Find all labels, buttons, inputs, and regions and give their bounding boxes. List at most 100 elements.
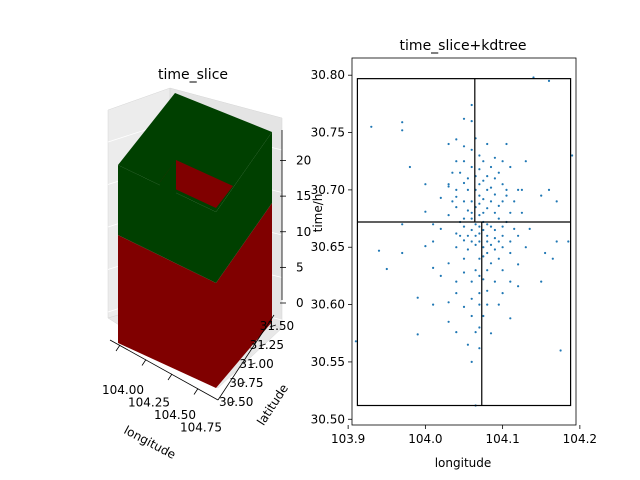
scatter-point bbox=[370, 125, 373, 128]
bar-top-face bbox=[118, 93, 272, 212]
scatter-point bbox=[470, 360, 473, 363]
scatter-point bbox=[455, 188, 458, 191]
x-axis-line bbox=[109, 339, 219, 401]
y-tick-label: 30.75 bbox=[311, 126, 345, 140]
scatter-point bbox=[571, 154, 574, 157]
scatter-point bbox=[478, 194, 481, 197]
scatter-point bbox=[497, 217, 500, 220]
y-tick-mark bbox=[259, 343, 266, 347]
z-tick-label: 10 bbox=[296, 225, 311, 239]
scatter-point bbox=[470, 211, 473, 214]
bar-upper-left-face bbox=[118, 165, 216, 283]
scatter-point bbox=[497, 303, 500, 306]
scatter-point bbox=[489, 262, 493, 265]
scatter-point bbox=[567, 240, 570, 243]
scatter-point bbox=[493, 193, 496, 196]
scatter-point bbox=[462, 217, 466, 220]
scatter-point bbox=[517, 263, 520, 266]
scatter-point bbox=[470, 280, 473, 283]
kdtree-outer-box bbox=[356, 78, 572, 407]
scatter-point bbox=[462, 239, 466, 242]
scatter-point bbox=[486, 289, 489, 292]
y-tick-label: 30.65 bbox=[311, 240, 345, 254]
scatter-point bbox=[462, 181, 466, 185]
scatter-point bbox=[474, 269, 477, 272]
scatter-point bbox=[439, 196, 442, 199]
scatter-point bbox=[493, 280, 496, 283]
x-tick-label: 104.0 bbox=[408, 432, 442, 446]
z-ticks-3d: 0 5 10 15 20 bbox=[280, 154, 311, 310]
bar-lower-right-face bbox=[216, 203, 272, 388]
scatter-point bbox=[401, 129, 404, 132]
scatter-point bbox=[486, 188, 489, 191]
scatter-point bbox=[540, 194, 543, 197]
x-tick-mark bbox=[193, 388, 199, 395]
scatter-point bbox=[505, 194, 508, 197]
scatter-point bbox=[486, 142, 489, 146]
scatter-point bbox=[459, 234, 462, 237]
scatter-point bbox=[455, 280, 458, 283]
scatter-point bbox=[455, 160, 458, 163]
y-tick-label: 31.25 bbox=[250, 338, 284, 352]
scatter-point bbox=[455, 195, 458, 198]
scatter-point bbox=[501, 292, 504, 295]
scatter-point bbox=[478, 303, 481, 306]
z-tick-label: 5 bbox=[296, 260, 304, 274]
scatter-point bbox=[377, 249, 381, 252]
scatter-point bbox=[416, 296, 419, 299]
scatter-point bbox=[462, 117, 466, 120]
scatter-point bbox=[509, 165, 512, 169]
scatter-point bbox=[470, 103, 473, 107]
scatter-point bbox=[489, 165, 493, 169]
scatter-point bbox=[540, 280, 543, 283]
scatter-point bbox=[432, 223, 435, 226]
scatter-point bbox=[424, 183, 427, 186]
scatter-point bbox=[470, 200, 473, 203]
scatter-point bbox=[517, 285, 520, 288]
x-tick-label: 104.00 bbox=[102, 383, 144, 397]
bar-3d bbox=[118, 93, 272, 388]
scatter-point bbox=[401, 251, 404, 255]
scatter-point bbox=[489, 225, 493, 228]
scatter-point bbox=[478, 214, 481, 217]
scatter-point bbox=[470, 217, 473, 220]
scatter-point bbox=[432, 303, 435, 306]
scatter-point bbox=[509, 280, 512, 283]
scatter-point bbox=[555, 240, 558, 243]
y-tick-label: 30.55 bbox=[311, 355, 345, 369]
scatter-point bbox=[447, 320, 450, 323]
scatter-point bbox=[451, 171, 454, 174]
bar-upper-right-face bbox=[216, 132, 272, 283]
kdtree-lines bbox=[356, 78, 572, 407]
bar-hole-wall bbox=[160, 160, 176, 200]
y-tick-label: 31.00 bbox=[239, 357, 273, 371]
scatter-point bbox=[501, 234, 504, 237]
scatter-point bbox=[513, 227, 516, 230]
plot-area bbox=[351, 57, 577, 426]
scatter-point bbox=[482, 255, 485, 258]
scatter-point bbox=[462, 200, 466, 203]
scatter-point bbox=[478, 347, 481, 350]
scatter-point bbox=[544, 251, 547, 255]
scatter-point bbox=[482, 211, 485, 214]
x-tick-label: 104.2 bbox=[563, 432, 597, 446]
y-ticks: 30.50 30.55 30.60 30.65 30.70 30.75 30.80 bbox=[311, 68, 352, 426]
scatter-point bbox=[513, 200, 516, 203]
scatter-point bbox=[455, 232, 458, 235]
scatter-point bbox=[497, 257, 500, 260]
left-zlabel: time/h bbox=[311, 194, 325, 233]
x-tick-label: 103.9 bbox=[331, 432, 365, 446]
scatter-point bbox=[470, 165, 473, 169]
scatter-point bbox=[470, 240, 473, 243]
scatter-point bbox=[470, 148, 473, 151]
scatter-point bbox=[470, 314, 473, 318]
scatter-point bbox=[486, 175, 489, 178]
x-tick-label: 104.1 bbox=[485, 432, 519, 446]
scatter-point bbox=[489, 332, 493, 335]
scatter-point bbox=[478, 292, 481, 295]
x-tick-mark bbox=[141, 359, 147, 366]
scatter-point bbox=[462, 160, 466, 163]
